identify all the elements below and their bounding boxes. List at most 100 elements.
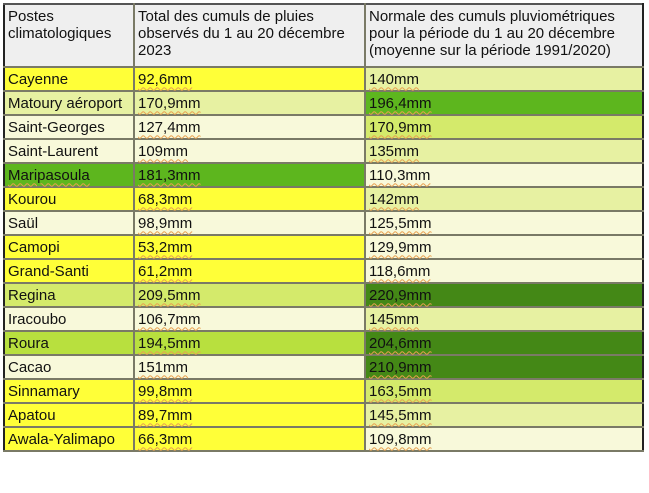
total-cell: 92,6mm <box>133 66 366 92</box>
normale-cell: 170,9mm <box>364 114 644 140</box>
table-row: Maripasoula 181,3mm 110,3mm <box>3 162 644 188</box>
station-cell: Camopi <box>3 234 135 260</box>
station-cell-text: Camopi <box>8 238 60 256</box>
station-cell: Cayenne <box>3 66 135 92</box>
normale-cell: 145mm <box>364 306 644 332</box>
table-row: Matoury aéroport 170,9mm 196,4mm <box>3 90 644 116</box>
total-cell: 181,3mm <box>133 162 366 188</box>
total-cell: 109mm <box>133 138 366 164</box>
normale-cell-text: 204,6mm <box>369 334 432 352</box>
station-cell: Roura <box>3 330 135 356</box>
table-row: Sinnamary 99,8mm 163,5mm <box>3 378 644 404</box>
total-cell: 98,9mm <box>133 210 366 236</box>
normale-cell-text: 220,9mm <box>369 286 432 304</box>
station-cell-text: Cacao <box>8 358 52 376</box>
normale-cell: 129,9mm <box>364 234 644 260</box>
station-cell-text: Matoury aéroport <box>8 94 123 112</box>
normale-cell-text: 210,9mm <box>369 358 432 376</box>
normale-cell-text: 129,9mm <box>369 238 432 256</box>
station-cell: Saint-Laurent <box>3 138 135 164</box>
station-cell: Saül <box>3 210 135 236</box>
total-cell-text: 170,9mm <box>138 94 201 112</box>
total-cell: 106,7mm <box>133 306 366 332</box>
total-cell-text: 68,3mm <box>138 190 193 208</box>
station-cell: Kourou <box>3 186 135 212</box>
station-cell-text: Saint-Laurent <box>8 142 99 160</box>
table-row: Saül 98,9mm 125,5mm <box>3 210 644 236</box>
header-total-observed: Total des cumuls de pluies observés du 1… <box>133 3 366 68</box>
header-stations: Postes climatologiques <box>3 3 135 68</box>
total-cell-text: 127,4mm <box>138 118 201 136</box>
rainfall-table-container: Postes climatologiques Total des cumuls … <box>3 3 644 452</box>
total-cell: 194,5mm <box>133 330 366 356</box>
total-cell-text: 109mm <box>138 142 189 160</box>
total-cell-text: 194,5mm <box>138 334 201 352</box>
total-cell: 99,8mm <box>133 378 366 404</box>
total-cell: 127,4mm <box>133 114 366 140</box>
table-row: Grand-Santi 61,2mm 118,6mm <box>3 258 644 284</box>
normale-cell-text: 196,4mm <box>369 94 432 112</box>
total-cell-text: 53,2mm <box>138 238 193 256</box>
normale-cell: 220,9mm <box>364 282 644 308</box>
table-row: Saint-Laurent 109mm 135mm <box>3 138 644 164</box>
normale-cell-text: 145,5mm <box>369 406 432 424</box>
station-cell-text: Awala-Yalimapo <box>8 430 115 448</box>
normale-cell-text: 118,6mm <box>369 262 431 280</box>
station-cell-text: Saint-Georges <box>8 118 105 136</box>
normale-cell: 109,8mm <box>364 426 644 452</box>
normale-cell-text: 163,5mm <box>369 382 432 400</box>
normale-cell-text: 145mm <box>369 310 420 328</box>
normale-cell: 125,5mm <box>364 210 644 236</box>
table-row: Awala-Yalimapo 66,3mm 109,8mm <box>3 426 644 452</box>
normale-cell: 145,5mm <box>364 402 644 428</box>
header-normal: Normale des cumuls pluviométriques pour … <box>364 3 644 68</box>
total-cell-text: 89,7mm <box>138 406 193 424</box>
normale-cell-text: 109,8mm <box>369 430 432 448</box>
total-cell-text: 92,6mm <box>138 70 193 88</box>
station-cell: Grand-Santi <box>3 258 135 284</box>
total-cell-text: 99,8mm <box>138 382 193 400</box>
total-cell: 53,2mm <box>133 234 366 260</box>
table-row: Camopi 53,2mm 129,9mm <box>3 234 644 260</box>
total-cell: 61,2mm <box>133 258 366 284</box>
station-cell-text: Sinnamary <box>8 382 80 400</box>
station-cell: Cacao <box>3 354 135 380</box>
normale-cell-text: 142mm <box>369 190 420 208</box>
station-cell: Regina <box>3 282 135 308</box>
total-cell: 68,3mm <box>133 186 366 212</box>
header-row: Postes climatologiques Total des cumuls … <box>3 3 644 68</box>
table-row: Regina 209,5mm 220,9mm <box>3 282 644 308</box>
station-cell: Saint-Georges <box>3 114 135 140</box>
station-cell: Awala-Yalimapo <box>3 426 135 452</box>
normale-cell: 135mm <box>364 138 644 164</box>
normale-cell-text: 135mm <box>369 142 420 160</box>
station-cell: Iracoubo <box>3 306 135 332</box>
total-cell-text: 98,9mm <box>138 214 193 232</box>
station-cell-text: Cayenne <box>8 70 69 88</box>
table-row: Iracoubo 106,7mm 145mm <box>3 306 644 332</box>
total-cell-text: 181,3mm <box>138 166 201 184</box>
normale-cell-text: 170,9mm <box>369 118 432 136</box>
normale-cell: 210,9mm <box>364 354 644 380</box>
normale-cell-text: 125,5mm <box>369 214 432 232</box>
table-row: Kourou 68,3mm 142mm <box>3 186 644 212</box>
normale-cell: 140mm <box>364 66 644 92</box>
station-cell-text: Roura <box>8 334 49 352</box>
total-cell: 151mm <box>133 354 366 380</box>
total-cell-text: 106,7mm <box>138 310 201 328</box>
total-cell-text: 151mm <box>138 358 189 376</box>
normale-cell: 142mm <box>364 186 644 212</box>
station-cell-text: Regina <box>8 286 56 304</box>
total-cell: 170,9mm <box>133 90 366 116</box>
normale-cell: 196,4mm <box>364 90 644 116</box>
total-cell-text: 66,3mm <box>138 430 193 448</box>
total-cell-text: 61,2mm <box>138 262 193 280</box>
total-cell-text: 209,5mm <box>138 286 201 304</box>
normale-cell-text: 110,3mm <box>369 166 431 184</box>
table-row: Saint-Georges 127,4mm 170,9mm <box>3 114 644 140</box>
station-cell-text: Iracoubo <box>8 310 67 328</box>
total-cell: 66,3mm <box>133 426 366 452</box>
table-row: Cacao 151mm 210,9mm <box>3 354 644 380</box>
station-cell: Maripasoula <box>3 162 135 188</box>
station-cell-text: Apatou <box>8 406 56 424</box>
